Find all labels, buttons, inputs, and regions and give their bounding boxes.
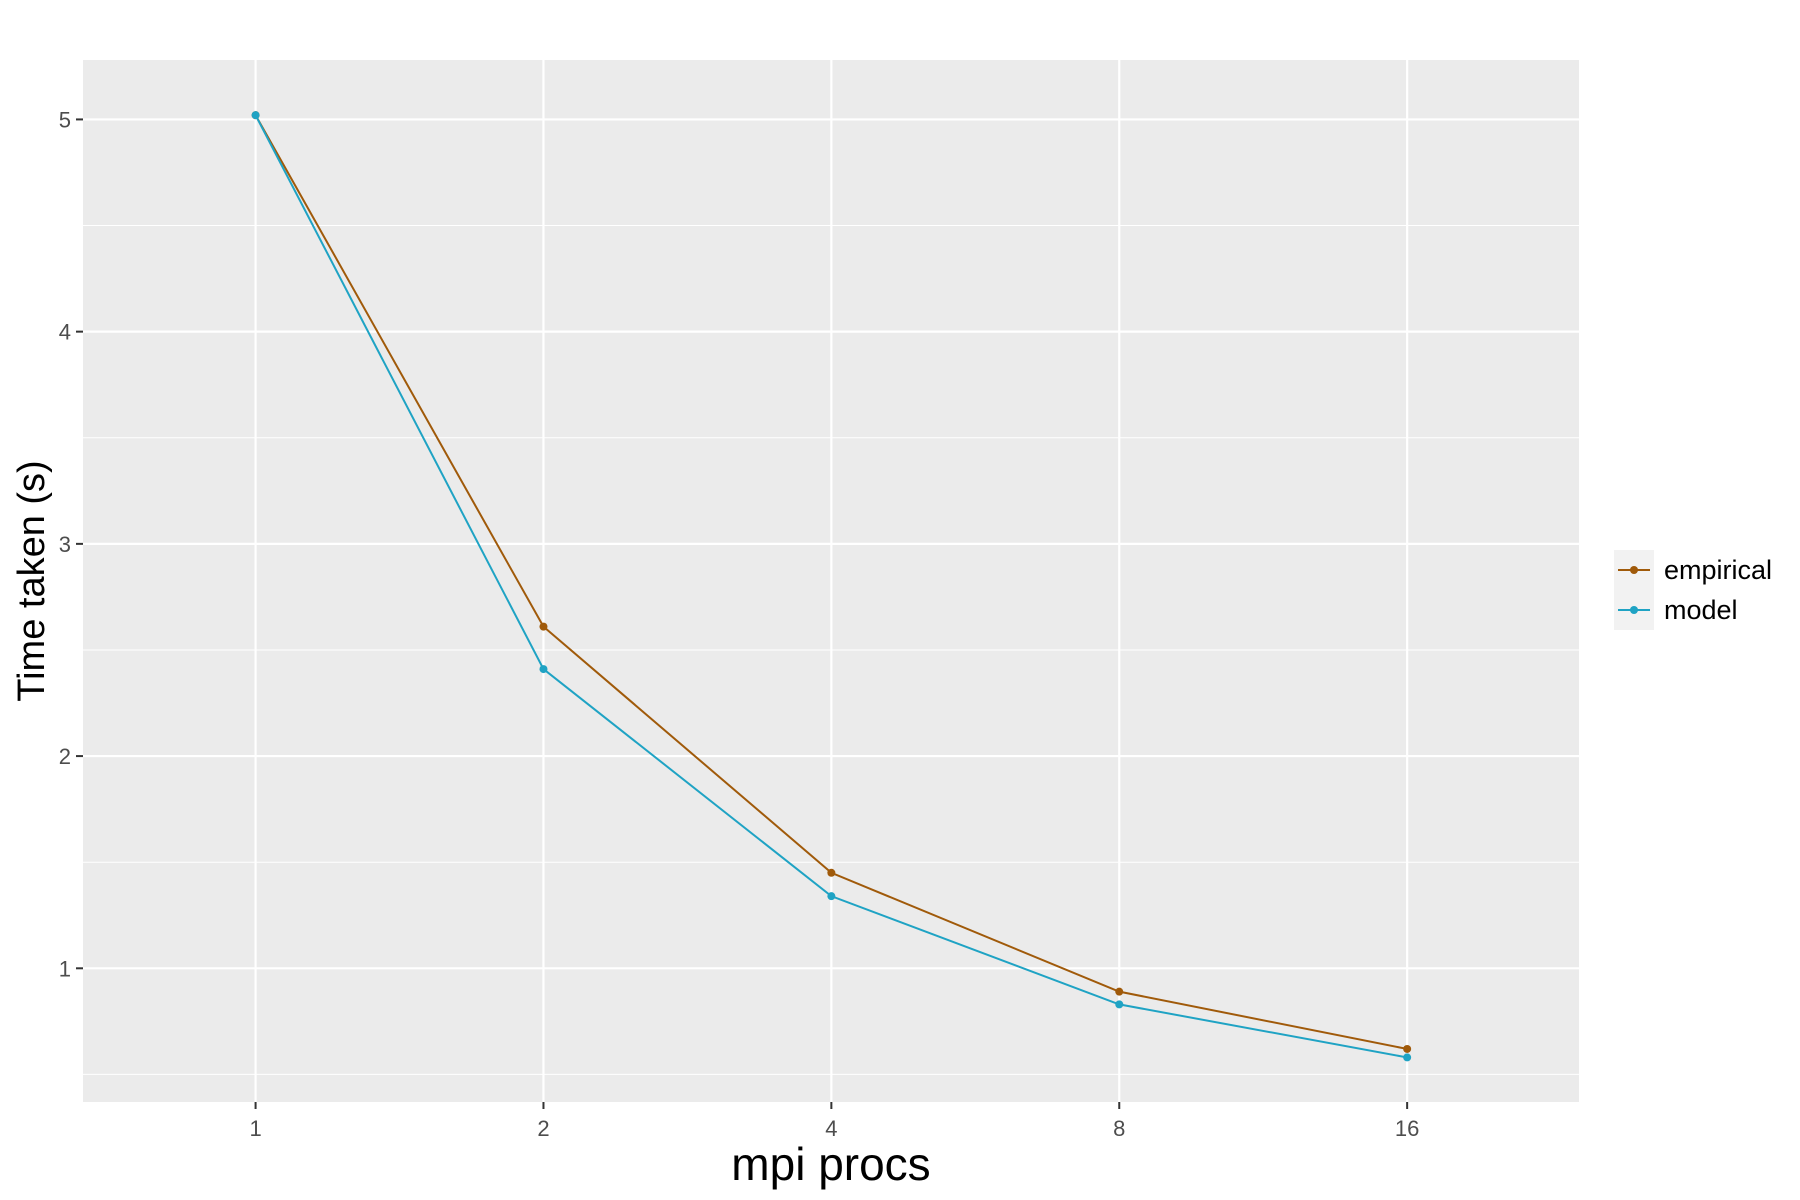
y-axis-title: Time taken (s) xyxy=(11,460,53,701)
legend-label-empirical: empirical xyxy=(1664,555,1772,585)
y-tick-label: 3 xyxy=(59,532,71,557)
data-point-model xyxy=(827,892,836,901)
y-tick-label: 2 xyxy=(59,744,71,769)
data-point-model xyxy=(539,665,548,674)
x-tick-label: 8 xyxy=(1113,1116,1125,1141)
x-tick-label: 16 xyxy=(1395,1116,1419,1141)
x-axis-title: mpi procs xyxy=(731,1138,930,1190)
x-tick-label: 4 xyxy=(825,1116,837,1141)
x-axis: 1 2 4 8 16 xyxy=(249,1102,1419,1141)
legend: empirical model xyxy=(1614,550,1772,630)
legend-key-point xyxy=(1630,566,1638,574)
data-point-empirical xyxy=(1403,1044,1412,1053)
data-point-model xyxy=(1115,1000,1124,1009)
grid-major xyxy=(83,60,1579,1102)
y-tick-label: 5 xyxy=(59,107,71,132)
legend-key-point xyxy=(1630,606,1638,614)
x-tick-label: 2 xyxy=(537,1116,549,1141)
y-axis: 1 2 3 4 5 xyxy=(59,107,83,981)
data-point-empirical xyxy=(827,868,836,877)
legend-label-model: model xyxy=(1664,595,1738,625)
y-tick-label: 4 xyxy=(59,320,71,345)
x-tick-label: 1 xyxy=(249,1116,261,1141)
y-tick-label: 1 xyxy=(59,956,71,981)
data-point-model xyxy=(1403,1053,1412,1062)
series-layer xyxy=(251,111,1412,1062)
data-point-model xyxy=(251,111,260,120)
data-point-empirical xyxy=(1115,987,1124,996)
data-point-empirical xyxy=(539,622,548,631)
